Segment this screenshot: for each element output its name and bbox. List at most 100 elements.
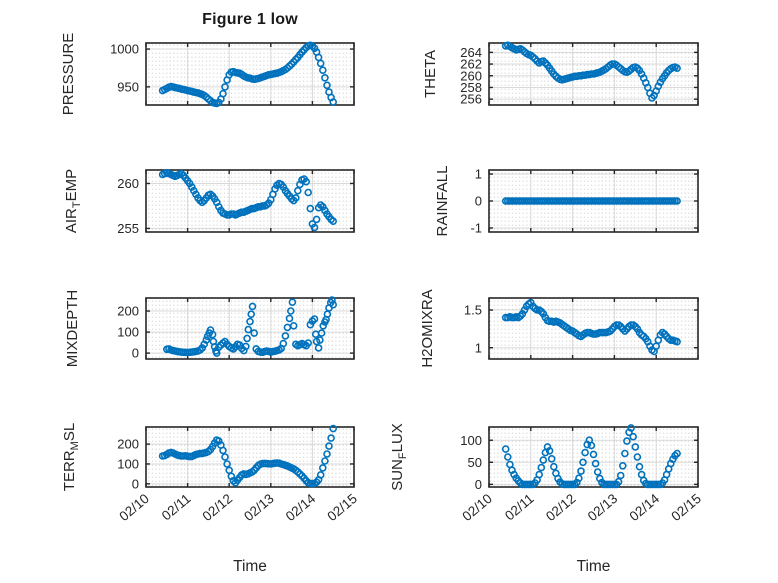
data-markers bbox=[501, 424, 681, 489]
y-axis-label: TERRMSL bbox=[61, 423, 81, 491]
data-point bbox=[247, 310, 255, 319]
data-point bbox=[629, 432, 638, 441]
x-tick-label: 02/10 bbox=[459, 491, 495, 524]
data-point bbox=[248, 302, 257, 311]
data-point bbox=[288, 298, 297, 307]
data-point bbox=[535, 470, 544, 479]
data-point bbox=[317, 329, 326, 337]
data-markers bbox=[501, 298, 681, 356]
data-point bbox=[627, 424, 635, 432]
data-point bbox=[242, 342, 250, 351]
data-point bbox=[281, 332, 290, 340]
data-point bbox=[289, 321, 298, 330]
y-tick-label: 200 bbox=[117, 304, 139, 319]
y-tick-label: 256 bbox=[460, 92, 482, 107]
y-axis-label: RAINFALL bbox=[434, 166, 451, 237]
y-axis-label: H2OMIXRA bbox=[419, 289, 436, 367]
data-point bbox=[520, 306, 529, 314]
minor-grid bbox=[490, 299, 697, 358]
tick-marks bbox=[145, 43, 355, 105]
y-axis-label: AIRTEMP bbox=[63, 169, 83, 233]
data-point bbox=[545, 446, 554, 455]
y-tick-label: 1000 bbox=[110, 42, 139, 57]
data-point bbox=[633, 325, 642, 333]
data-point bbox=[323, 450, 331, 458]
data-point bbox=[631, 443, 640, 451]
tick-marks bbox=[145, 298, 355, 359]
data-point bbox=[310, 44, 319, 53]
data-point bbox=[329, 98, 338, 106]
y-tick-label: 0 bbox=[475, 477, 482, 492]
data-point bbox=[539, 309, 548, 318]
y-tick-label: 264 bbox=[460, 45, 482, 60]
data-point bbox=[327, 434, 335, 442]
data-point bbox=[577, 467, 585, 475]
data-point bbox=[539, 456, 548, 464]
x-tick-label: 02/11 bbox=[159, 491, 194, 524]
axes-box bbox=[145, 297, 355, 360]
data-point bbox=[325, 442, 333, 450]
data-point bbox=[673, 197, 681, 205]
y-tick-label: 0 bbox=[475, 194, 482, 209]
data-point bbox=[329, 217, 338, 225]
data-point bbox=[501, 445, 510, 453]
x-tick-label: 02/15 bbox=[668, 491, 704, 524]
x-tick-label: 02/12 bbox=[543, 491, 579, 524]
x-tick-label: 02/15 bbox=[324, 491, 360, 524]
data-point bbox=[621, 449, 629, 458]
data-point bbox=[589, 450, 598, 459]
y-tick-label: 255 bbox=[117, 221, 139, 236]
data-point bbox=[286, 307, 295, 315]
subplot-terrmsl: 0 100 200 TERRMSL 02/10 02/11 02/12 02/13 02/14 0… bbox=[61, 423, 360, 575]
tick-marks bbox=[488, 298, 699, 359]
x-tick-label: 02/11 bbox=[502, 491, 537, 524]
data-point bbox=[673, 64, 681, 72]
data-point bbox=[318, 66, 327, 74]
data-point bbox=[587, 441, 596, 450]
data-point bbox=[219, 89, 227, 98]
axes-box bbox=[145, 426, 355, 488]
subplot-sunflux: 0 50 100 SUNFLUX 02/10 02/11 02/12 02/13 02/14 02… bbox=[389, 423, 704, 575]
data-point bbox=[202, 336, 211, 344]
data-markers bbox=[501, 41, 681, 102]
data-point bbox=[291, 194, 300, 202]
data-point bbox=[279, 339, 288, 348]
y-tick-label: 100 bbox=[117, 457, 139, 472]
axes-box bbox=[145, 169, 355, 233]
y-tick-label: 1.5 bbox=[464, 303, 482, 318]
data-point bbox=[591, 459, 600, 468]
data-point bbox=[250, 329, 258, 337]
data-point bbox=[306, 204, 315, 213]
data-point bbox=[329, 300, 338, 309]
data-point bbox=[221, 83, 229, 91]
x-tick-label: 02/13 bbox=[585, 491, 621, 524]
y-axis-label: MIXDEPTH bbox=[64, 290, 81, 368]
data-point bbox=[593, 468, 602, 476]
tick-marks bbox=[488, 170, 699, 232]
tick-marks bbox=[488, 427, 699, 487]
data-markers bbox=[158, 424, 338, 488]
axes-box bbox=[488, 297, 699, 360]
x-tick-label: 02/14 bbox=[283, 491, 319, 525]
data-point bbox=[285, 314, 294, 323]
data-point bbox=[623, 437, 631, 445]
y-tick-label: 260 bbox=[117, 176, 139, 191]
subplot-mixdepth: 0 100 200 MIXDEPTH bbox=[64, 290, 355, 368]
x-axis-label: Time bbox=[577, 558, 611, 575]
data-point bbox=[219, 446, 227, 455]
tick-marks bbox=[145, 170, 355, 232]
y-tick-label: 262 bbox=[460, 57, 482, 72]
y-tick-label: 1 bbox=[475, 340, 482, 355]
data-point bbox=[618, 461, 627, 470]
data-point bbox=[246, 317, 254, 326]
y-tick-label: 50 bbox=[468, 455, 482, 470]
data-point bbox=[304, 188, 313, 197]
axes-box bbox=[488, 426, 699, 488]
data-point bbox=[316, 471, 325, 479]
data-point bbox=[316, 336, 324, 344]
subplot-pressure: 950 1000 PRESSURE bbox=[60, 33, 355, 115]
data-point bbox=[526, 298, 535, 307]
subplot-rainfall: -1 0 1 RAINFALL bbox=[434, 166, 699, 237]
